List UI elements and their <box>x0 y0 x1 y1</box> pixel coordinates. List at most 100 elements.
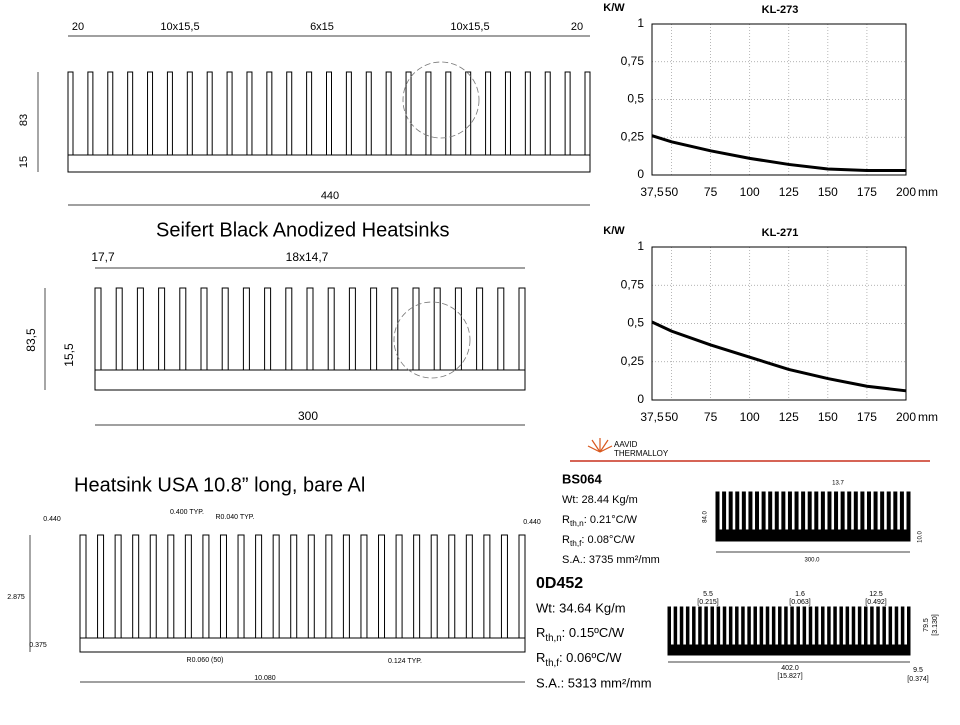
fin <box>840 491 845 532</box>
x-tick-label: 150 <box>818 185 838 199</box>
fin <box>768 491 773 532</box>
y-tick-label: 0,25 <box>621 354 645 368</box>
base <box>667 644 911 656</box>
dimension-label: [3.130] <box>932 614 939 635</box>
fin <box>866 491 871 532</box>
fin <box>900 606 905 647</box>
dimension-label: 0.440 <box>43 516 61 523</box>
dimension-label: [0.215] <box>697 599 718 606</box>
fin <box>827 491 832 532</box>
fin <box>870 606 874 647</box>
spec-line: Wt: 28.44 Kg/m <box>562 494 638 506</box>
fin <box>425 71 432 157</box>
fin <box>370 287 378 372</box>
dimension-label: 10.0 <box>918 531 924 543</box>
fin <box>166 71 173 157</box>
subscript: th,f <box>545 658 559 669</box>
fin <box>365 71 372 157</box>
y-tick-label: 0,25 <box>621 129 645 143</box>
spec-value: : 0.06ºC/W <box>559 650 622 665</box>
fin <box>391 287 399 372</box>
spec-value: : 0.08°C/W <box>581 534 635 546</box>
fin <box>433 287 441 372</box>
fin <box>801 491 806 532</box>
fin <box>325 534 333 640</box>
fin <box>115 287 123 372</box>
fin <box>518 534 526 640</box>
dimension-label: 0.440 <box>523 519 541 526</box>
fin <box>899 491 904 532</box>
y-tick-label: 0,75 <box>621 54 645 68</box>
fin <box>445 71 452 157</box>
fin <box>821 606 825 647</box>
fin <box>272 534 280 640</box>
dimension-label: [0.374] <box>907 676 928 683</box>
fin <box>497 287 505 372</box>
fin <box>179 287 187 372</box>
fin <box>781 491 786 532</box>
fin <box>735 606 739 647</box>
spec-line: S.A.: 3735 mm²/mm <box>562 554 660 566</box>
fin <box>774 491 779 532</box>
fin <box>465 71 472 157</box>
fin <box>907 606 911 647</box>
dimension-label: 402.0 <box>781 665 799 672</box>
data-line <box>651 134 906 172</box>
fin <box>741 606 745 647</box>
y-tick-label: 0 <box>637 167 644 181</box>
dimension-label: 9.5 <box>913 667 923 674</box>
base <box>715 529 911 542</box>
fin <box>149 534 157 640</box>
dimension-label: 83,5 <box>24 328 38 352</box>
fin <box>771 606 776 647</box>
dimension-label: R0.060 (50) <box>187 657 224 664</box>
fin <box>186 71 193 157</box>
x-tick-label: 125 <box>779 185 799 199</box>
fin <box>242 287 250 372</box>
dimension-label: 300 <box>298 409 318 423</box>
dimension-label: 1.6 <box>795 591 805 598</box>
fin <box>807 491 812 532</box>
fin <box>888 606 893 647</box>
fin <box>483 534 491 640</box>
fin <box>748 491 753 532</box>
fin <box>796 606 800 647</box>
dimension-label: 84.0 <box>703 511 709 523</box>
fin <box>132 534 140 640</box>
fin <box>722 606 727 647</box>
fin <box>564 71 571 157</box>
fin <box>787 491 792 532</box>
fin <box>255 534 263 640</box>
fin <box>893 491 898 532</box>
y-tick-label: 0,5 <box>627 92 644 106</box>
fin <box>778 606 782 647</box>
fin <box>759 606 764 647</box>
fin <box>864 606 868 647</box>
dimension-label: 10.080 <box>254 675 276 682</box>
data-line <box>651 320 907 393</box>
fin <box>348 287 356 372</box>
y-tick-label: 0,75 <box>621 277 645 291</box>
fin <box>710 606 714 647</box>
detail-circle <box>393 301 471 379</box>
fin <box>716 606 721 647</box>
fin <box>544 71 551 157</box>
fin <box>755 491 760 532</box>
spec-line: Rth,f: 0.06ºC/W <box>536 650 622 668</box>
fin <box>94 287 102 372</box>
dimension-label: 20 <box>571 21 583 33</box>
fin <box>853 491 858 532</box>
dimension-label: R0.040 TYP. <box>215 514 254 521</box>
fin <box>114 534 122 640</box>
fin <box>894 606 899 647</box>
fin <box>167 534 175 640</box>
x-tick-label: 200 <box>896 410 916 424</box>
base <box>79 637 526 653</box>
x-tick-label: 200 <box>896 185 916 199</box>
fin <box>761 491 766 532</box>
fin <box>454 287 462 372</box>
dimension-label: [15.827] <box>777 673 802 680</box>
spec-value: : 0.21°C/W <box>584 514 638 526</box>
dimension-label: 13.7 <box>832 481 844 487</box>
